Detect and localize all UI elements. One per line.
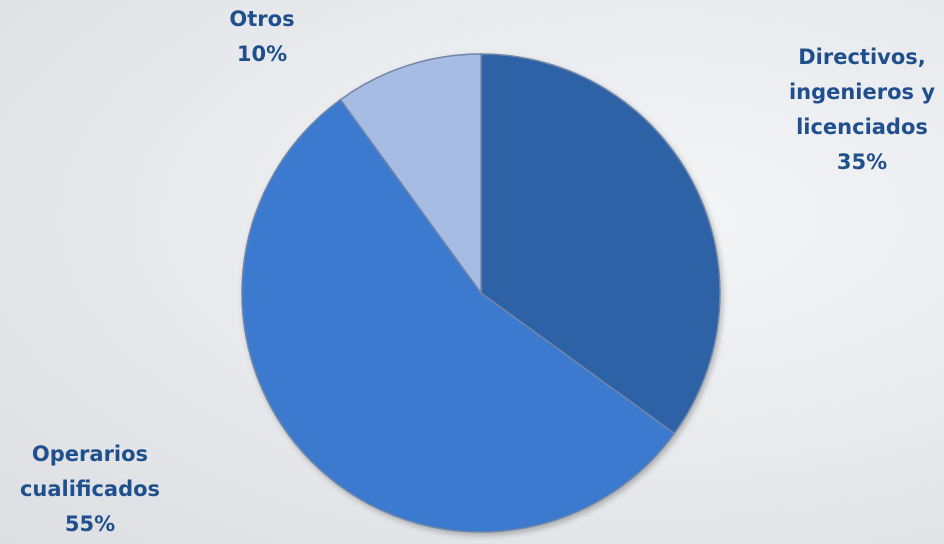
category-label: Operarios cualificados bbox=[5, 437, 175, 507]
value-label: 35% bbox=[772, 145, 944, 180]
page: Directivos, ingenieros y licenciados 35%… bbox=[0, 0, 944, 544]
category-label: Directivos, ingenieros y licenciados bbox=[772, 40, 944, 145]
value-label: 55% bbox=[5, 507, 175, 542]
slice-label: Directivos, ingenieros y licenciados 35% bbox=[772, 40, 944, 180]
value-label: 10% bbox=[212, 37, 312, 72]
pie bbox=[242, 54, 720, 532]
category-label: Otros bbox=[212, 2, 312, 37]
slice-label: Otros 10% bbox=[212, 2, 312, 72]
slice-label: Operarios cualificados 55% bbox=[5, 437, 175, 542]
